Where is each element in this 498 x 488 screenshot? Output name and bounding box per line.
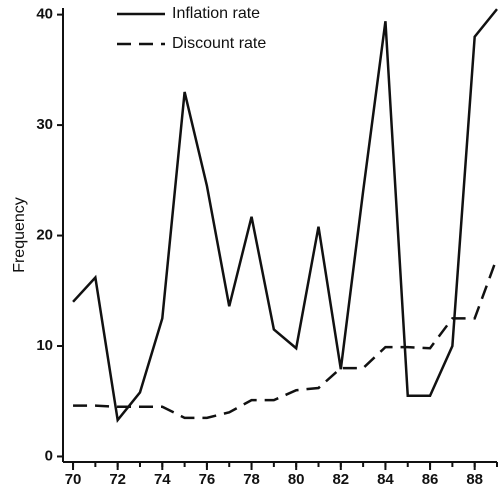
x-tick-label: 70: [65, 471, 82, 488]
legend-label: Discount rate: [172, 35, 266, 52]
x-tick-label: 78: [243, 471, 260, 488]
y-tick-label: 30: [36, 116, 53, 133]
y-tick-label: 10: [36, 337, 53, 354]
x-tick-label: 84: [377, 471, 394, 488]
y-tick-label: 40: [36, 6, 53, 23]
x-tick-label: 82: [332, 471, 349, 488]
line-series: [72, 8, 498, 424]
x-tick-label: 80: [288, 471, 305, 488]
x-tick-label: 88: [466, 471, 483, 488]
x-tick-label: 72: [109, 471, 126, 488]
y-tick-label: 0: [45, 447, 53, 464]
y-tick-label: 20: [36, 227, 53, 244]
y-axis-label: Frequency: [11, 197, 28, 273]
x-tick-label: 74: [154, 471, 171, 488]
x-tick-label: 86: [422, 471, 439, 488]
x-tick-label: 76: [199, 471, 216, 488]
line-series: [73, 257, 498, 420]
legend-label: Inflation rate: [172, 5, 260, 22]
